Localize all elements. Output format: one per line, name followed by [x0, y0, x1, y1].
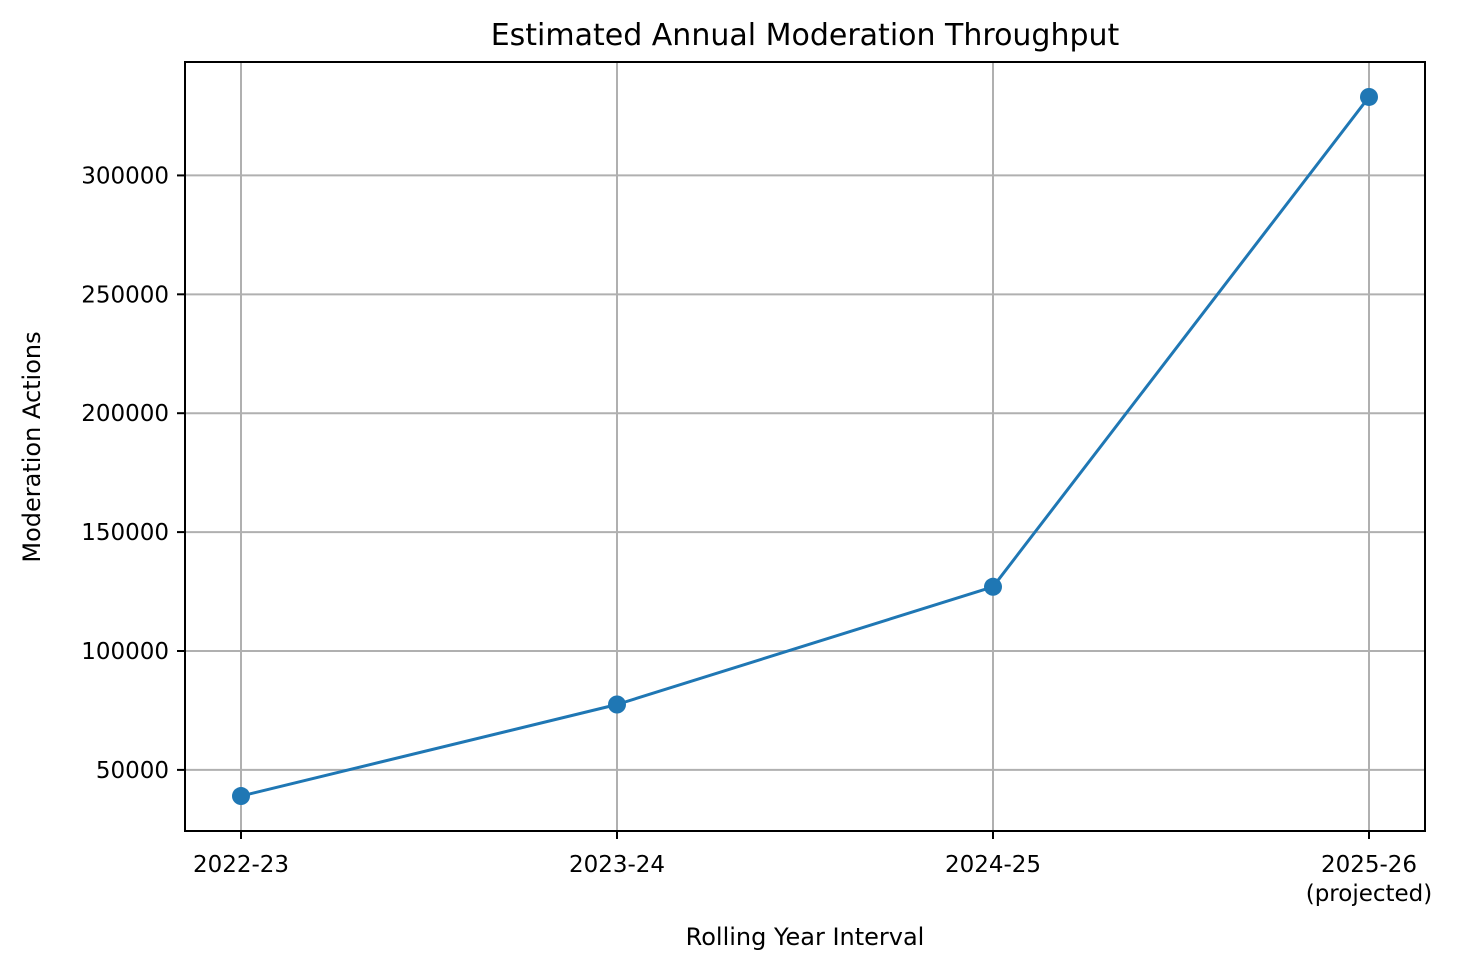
- data-point: [984, 577, 1002, 596]
- x-tick-label: 2024-25: [945, 852, 1041, 878]
- y-tick-label: 100000: [81, 639, 169, 665]
- y-tick-label: 250000: [81, 282, 169, 308]
- y-tick-label: 200000: [81, 401, 169, 427]
- plot-frame: [184, 61, 1426, 832]
- series-line: [240, 96, 1371, 798]
- x-tick-label: 2025-26 (projected): [1306, 852, 1433, 907]
- x-tick-label: 2022-23: [193, 852, 289, 878]
- y-axis-label: Moderation Actions: [18, 331, 46, 562]
- chart-title: Estimated Annual Moderation Throughput: [491, 18, 1120, 53]
- y-tick-label: 50000: [96, 758, 169, 784]
- x-tick-label: 2023-24: [569, 852, 665, 878]
- x-axis: 2022-23 2023-24 2024-25 2025-26 (projected): [193, 831, 1432, 907]
- y-axis: 50000 100000 150000 200000 250000 300000: [81, 163, 185, 784]
- data-point: [608, 695, 626, 714]
- series-layer: [232, 87, 1378, 806]
- data-point: [232, 787, 250, 806]
- grid: [185, 62, 1425, 831]
- x-axis-label: Rolling Year Interval: [686, 923, 925, 951]
- y-tick-label: 300000: [81, 163, 169, 189]
- data-point: [1360, 87, 1378, 106]
- y-tick-label: 150000: [81, 520, 169, 546]
